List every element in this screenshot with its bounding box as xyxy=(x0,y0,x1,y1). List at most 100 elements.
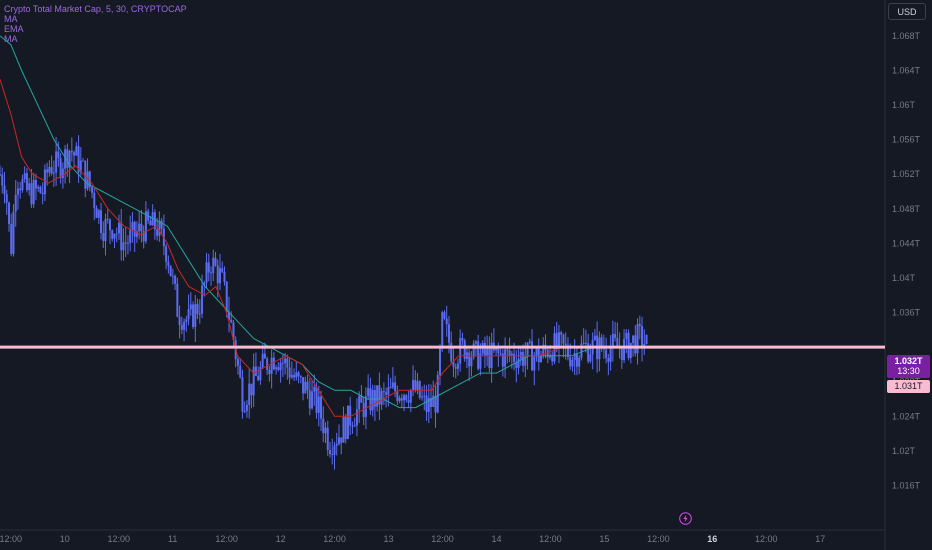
candle-body-31 xyxy=(68,150,71,168)
candle-body-141 xyxy=(315,386,318,413)
candle-body-142 xyxy=(317,396,320,413)
candle-body-122 xyxy=(272,357,275,370)
candle-body-271 xyxy=(607,358,610,362)
candle-body-124 xyxy=(277,367,280,371)
candle-body-75 xyxy=(167,261,170,266)
candle-body-210 xyxy=(470,357,473,367)
candle-body-164 xyxy=(367,388,370,397)
candle-body-50 xyxy=(111,230,114,239)
candle-body-153 xyxy=(342,416,345,443)
candle-body-117 xyxy=(261,353,264,367)
chart-legend: Crypto Total Market Cap, 5, 30, CRYPTOCA… xyxy=(4,4,187,44)
candle-body-33 xyxy=(73,152,76,156)
candle-body-273 xyxy=(611,333,614,348)
candle-body-98 xyxy=(218,268,221,284)
candle-body-203 xyxy=(454,366,457,369)
candle-body-130 xyxy=(290,374,293,378)
candle-body-180 xyxy=(403,395,406,401)
candle-body-74 xyxy=(165,246,168,262)
candle-body-71 xyxy=(158,220,161,236)
candle-body-40 xyxy=(88,171,91,188)
candle-body-168 xyxy=(376,385,379,407)
candle-body-193 xyxy=(432,395,435,407)
candle-body-252 xyxy=(564,343,567,346)
x-tick-label-15: 17 xyxy=(815,534,825,544)
candle-body-26 xyxy=(57,151,60,159)
candle-body-54 xyxy=(120,222,123,251)
ma-price-tag: 1.031T xyxy=(887,380,930,393)
y-axis[interactable]: 1.068T 1.064T 1.06T 1.056T 1.052T 1.048T 1.044… xyxy=(892,31,921,490)
candle-body-160 xyxy=(358,395,361,410)
lightning-bolt-icon[interactable] xyxy=(679,512,692,525)
candle-body-190 xyxy=(425,395,428,412)
x-tick-label-7: 13 xyxy=(384,534,394,544)
candle-body-13 xyxy=(28,183,31,191)
candle-body-173 xyxy=(387,387,390,395)
candle-body-47 xyxy=(104,218,107,241)
symbol-title[interactable]: Crypto Total Market Cap, 5, 30, CRYPTOCA… xyxy=(4,4,187,14)
candle-body-212 xyxy=(474,341,477,344)
candle-body-15 xyxy=(32,179,35,205)
candle-body-150 xyxy=(335,444,338,446)
candle-body-192 xyxy=(430,398,433,407)
candle-body-65 xyxy=(144,211,147,242)
x-tick-label-2: 12:00 xyxy=(107,534,130,544)
candle-body-12 xyxy=(25,173,28,191)
candle-body-41 xyxy=(91,187,94,193)
candle-body-51 xyxy=(113,233,116,239)
candle-body-188 xyxy=(421,396,424,398)
candle-body-5 xyxy=(10,224,13,254)
candle-body-119 xyxy=(266,358,269,370)
candle-body-217 xyxy=(486,347,489,356)
candle-body-91 xyxy=(203,282,206,286)
indicator-ma[interactable]: MA xyxy=(4,14,18,24)
candle-body-250 xyxy=(560,332,563,335)
candle-body-3 xyxy=(5,194,8,203)
candle-body-191 xyxy=(427,398,430,412)
candle-body-17 xyxy=(37,186,40,189)
candle-body-101 xyxy=(225,281,228,313)
candle-body-149 xyxy=(333,445,336,455)
candle-body-207 xyxy=(463,340,466,359)
candle-body-234 xyxy=(524,356,527,366)
candle-body-277 xyxy=(620,348,623,360)
candle-body-77 xyxy=(171,275,174,277)
candle-body-151 xyxy=(337,437,340,445)
candle-body-83 xyxy=(185,319,188,323)
y-tick-label-3: 1.056T xyxy=(892,135,921,145)
candle-body-96 xyxy=(214,257,217,266)
candle-body-197 xyxy=(441,312,444,349)
x-axis[interactable]: 12:00 10 12:00 11 12:00 12 12:00 13 12:00 14 12:00… xyxy=(0,534,825,544)
candle-body-147 xyxy=(328,449,331,454)
indicator-ma-long[interactable]: MA xyxy=(4,34,18,44)
candle-body-30 xyxy=(66,149,69,168)
candle-body-152 xyxy=(340,437,343,443)
x-tick-label-9: 14 xyxy=(491,534,501,544)
candle-body-61 xyxy=(135,231,138,237)
candle-body-262 xyxy=(587,343,590,362)
candle-body-125 xyxy=(279,362,282,371)
candle-body-196 xyxy=(438,348,441,376)
candle-body-134 xyxy=(299,376,302,378)
candle-body-240 xyxy=(537,348,540,363)
x-tick-label-12: 12:00 xyxy=(647,534,670,544)
indicator-ema[interactable]: EMA xyxy=(4,24,24,34)
candle-body-111 xyxy=(248,383,251,405)
candle-body-218 xyxy=(488,347,491,368)
candle-body-214 xyxy=(479,353,482,369)
candle-body-67 xyxy=(149,220,152,226)
y-tick-label-7: 1.04T xyxy=(892,273,916,283)
candle-body-221 xyxy=(495,348,498,351)
candle-body-86 xyxy=(192,304,195,328)
candle-body-205 xyxy=(459,338,462,364)
candle-body-226 xyxy=(506,349,509,351)
candle-body-224 xyxy=(501,353,504,367)
candle-body-248 xyxy=(555,333,558,348)
candle-body-52 xyxy=(115,233,118,235)
candle-body-39 xyxy=(86,171,89,189)
currency-button[interactable]: USD xyxy=(888,3,926,20)
candle-body-82 xyxy=(183,322,186,330)
candle-body-42 xyxy=(93,192,96,208)
candle-body-94 xyxy=(210,272,213,274)
